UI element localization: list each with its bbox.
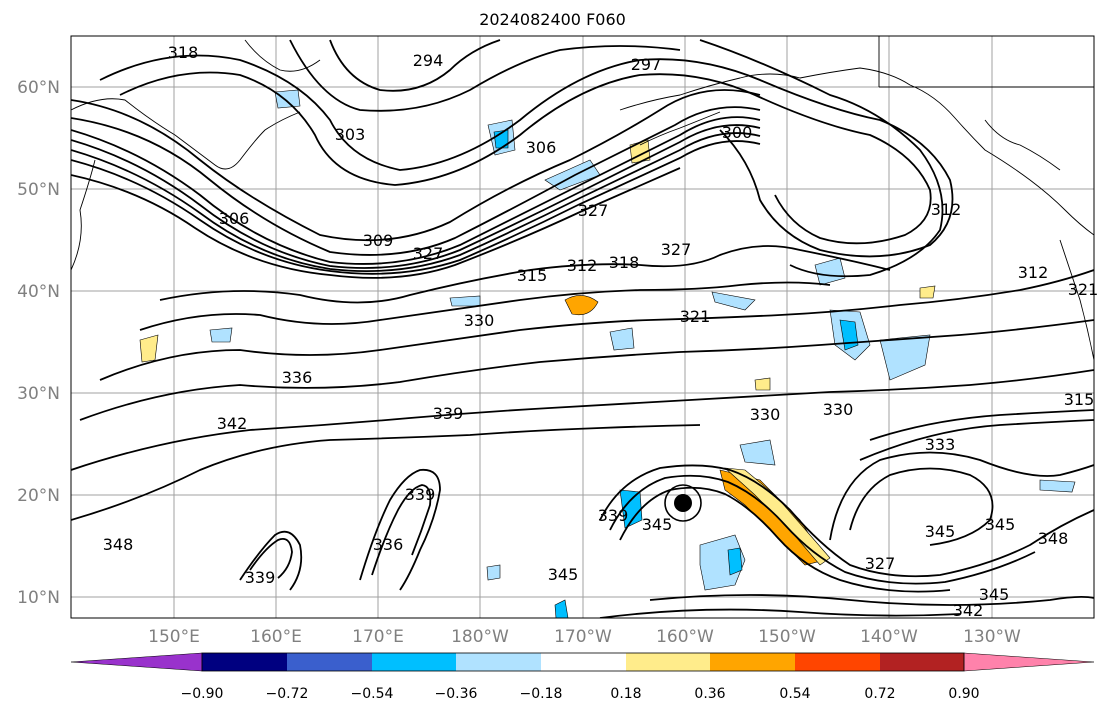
longitude-labels: 150°E 160°E 170°E 180°W 170°W 160°W 150°… — [148, 627, 1021, 647]
colorbar-tick: 0.54 — [779, 686, 810, 702]
contour-label: 345 — [548, 565, 579, 584]
lon-label: 130°W — [963, 627, 1021, 647]
contour-label: 327 — [865, 554, 896, 573]
contour-label: 297 — [631, 55, 662, 74]
lat-label: 50°N — [17, 180, 60, 200]
contour-label: 315 — [517, 266, 548, 285]
lat-label: 30°N — [17, 384, 60, 404]
contour-label: 327 — [661, 240, 692, 259]
colorbar: −0.90 −0.72 −0.54 −0.36 −0.18 0.18 0.36 … — [70, 652, 1095, 702]
contour-label: 306 — [219, 209, 250, 228]
lon-label: 170°W — [554, 627, 612, 647]
contour-label: 306 — [526, 138, 557, 157]
contour-label: 330 — [823, 400, 854, 419]
contour-label: 342 — [217, 414, 248, 433]
lon-label: 150°E — [148, 627, 200, 647]
contour-label: 345 — [979, 585, 1010, 604]
map-title: 2024082400 F060 — [479, 10, 626, 29]
contour-label: 318 — [609, 253, 640, 272]
colorbar-tick: −0.90 — [181, 686, 224, 702]
contour-label: 318 — [168, 43, 199, 62]
map-frame — [70, 35, 1095, 619]
latitude-labels: 60°N 50°N 40°N 30°N 20°N 10°N — [17, 78, 60, 608]
contour-label: 327 — [413, 244, 444, 263]
colorbar-tick: −0.36 — [435, 686, 478, 702]
contour-label: 303 — [335, 125, 366, 144]
contour-label: 321 — [680, 307, 711, 326]
contour-label: 345 — [642, 515, 673, 534]
contour-label: 345 — [925, 522, 956, 541]
colorbar-segment — [372, 653, 456, 671]
lon-label: 140°W — [860, 627, 918, 647]
contour-label: 336 — [282, 368, 313, 387]
contour-label: 339 — [598, 506, 629, 525]
lon-label: 170°E — [352, 627, 404, 647]
contour-label: 339 — [245, 568, 276, 587]
lon-label: 180°W — [451, 627, 509, 647]
contour-label: 315 — [1064, 390, 1095, 409]
colorbar-segment — [795, 653, 880, 671]
colorbar-segment — [626, 653, 710, 671]
contour-label: 333 — [925, 435, 956, 454]
lat-label: 60°N — [17, 78, 60, 98]
colorbar-segment — [70, 652, 203, 672]
lon-label: 160°E — [250, 627, 302, 647]
contour-label: 339 — [433, 404, 464, 423]
contour-label: 330 — [464, 311, 495, 330]
contour-label: 321 — [1068, 280, 1099, 299]
contour-label: 309 — [363, 231, 394, 250]
colorbar-segment — [287, 653, 372, 671]
contour-label: 342 — [953, 601, 984, 620]
colorbar-tick: 0.36 — [694, 686, 725, 702]
colorbar-segment — [710, 653, 795, 671]
lon-label: 150°W — [758, 627, 816, 647]
cyclone-center-marker — [674, 494, 692, 512]
colorbar-segment — [963, 652, 1095, 672]
lat-label: 10°N — [17, 588, 60, 608]
contour-label: 327 — [578, 201, 609, 220]
colorbar-frame — [201, 652, 965, 672]
colorbar-tick: 0.18 — [610, 686, 641, 702]
contour-lines — [71, 39, 1094, 618]
contour-label: 339 — [405, 485, 436, 504]
contour-labels: 318 294 297 303 300 306 306 309 312 312 … — [103, 43, 1099, 620]
contour-label: 348 — [1038, 529, 1069, 548]
colorbar-tick: −0.18 — [520, 686, 563, 702]
contour-label: 348 — [103, 535, 134, 554]
colorbar-segment — [456, 653, 541, 671]
contour-label: 330 — [750, 405, 781, 424]
contour-label: 336 — [373, 535, 404, 554]
colorbar-tick: −0.54 — [351, 686, 394, 702]
lon-label: 160°W — [656, 627, 714, 647]
contour-label: 294 — [413, 51, 444, 70]
contour-label: 312 — [931, 200, 962, 219]
contour-label: 312 — [567, 256, 598, 275]
colorbar-segment — [541, 653, 626, 671]
colorbar-tick: 0.72 — [864, 686, 895, 702]
contour-label: 312 — [1018, 263, 1049, 282]
lat-label: 40°N — [17, 282, 60, 302]
coastlines — [71, 36, 1094, 361]
colorbar-segment — [202, 653, 287, 671]
lat-label: 20°N — [17, 486, 60, 506]
colorbar-segment — [880, 653, 964, 671]
contour-label: 300 — [722, 123, 753, 142]
colorbar-tick: −0.72 — [266, 686, 309, 702]
contour-label: 345 — [985, 515, 1016, 534]
colorbar-tick: 0.90 — [948, 686, 979, 702]
